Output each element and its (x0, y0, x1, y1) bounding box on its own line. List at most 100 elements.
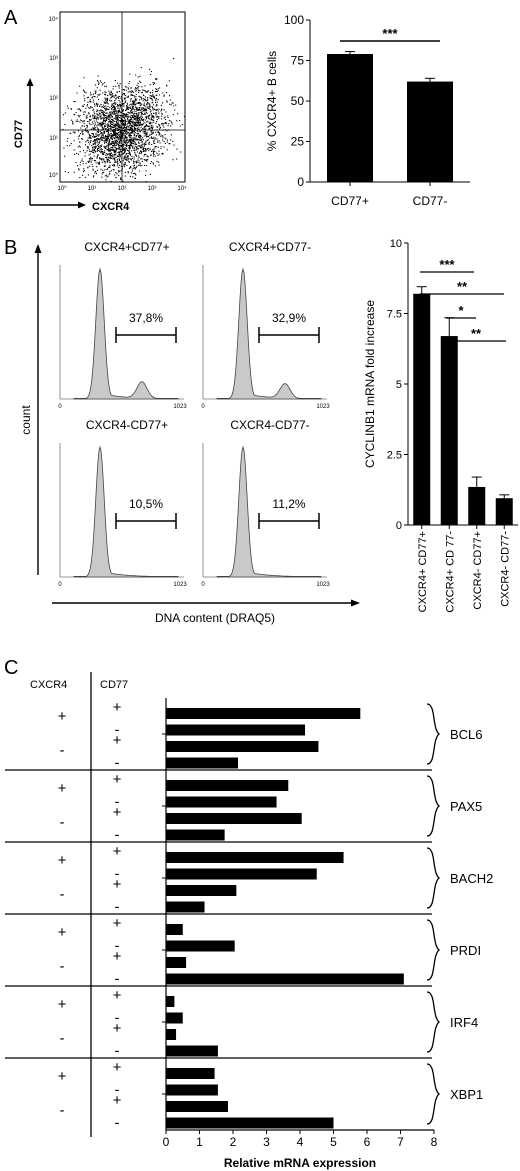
bar (166, 996, 175, 1007)
category-label: CXCR4+ CD 77- (444, 531, 456, 613)
cyclinb1-bar-chart: 0 2.5 5 7.5 10 CXCR4+ CD77+ CXCR4+ CD 77- CXCR4… (363, 238, 518, 613)
cd77-mark: + (113, 876, 122, 893)
bar (440, 336, 458, 525)
histogram-1: CXCR4+CD77+ 0 1023 37,8% (58, 240, 187, 410)
significance-label: ** (457, 279, 468, 294)
cxcr4-b-cells-bar-chart: 0 25 50 75 100 CD77+ CD77- % CXCR4+ B cells *** (265, 13, 470, 208)
cxcr4-axis-label: CXCR4 (92, 201, 130, 213)
histogram-max-label: 1023 (173, 404, 187, 410)
bar (166, 1012, 183, 1024)
x-tick-label: 8 (431, 1135, 438, 1149)
scatter-ytick: 10⁴ (49, 16, 59, 23)
cxcr4-mark: + (58, 852, 67, 869)
cd77-mark: - (115, 938, 120, 955)
cd77-mark: + (113, 804, 122, 821)
y-tick-label: 2.5 (387, 450, 402, 462)
cd77-mark: - (115, 866, 120, 883)
histogram-title: CXCR4-CD77+ (86, 418, 168, 432)
gene-group-bcl6: +-+-+-BCL6 (58, 699, 483, 772)
cd77-mark: + (113, 948, 122, 965)
cxcr4-mark: - (60, 886, 65, 903)
cd77-arrowhead (26, 78, 34, 86)
bar (166, 741, 319, 752)
histogram-2: CXCR4+CD77- 0 1023 32,9% (201, 240, 330, 410)
dna-arrowhead (351, 599, 360, 607)
histogram-max-label: 1023 (316, 404, 330, 410)
histogram-title: CXCR4+CD77- (229, 240, 311, 254)
histogram-4: CXCR4-CD77- 0 1023 11,2% (201, 418, 330, 588)
significance-label: * (458, 303, 464, 318)
cd77-mark: + (113, 699, 122, 716)
panel-letter-b: B (4, 237, 17, 259)
scatter-xtick: 10³ (148, 186, 157, 192)
cd77-mark: + (113, 915, 122, 932)
gene-group-irf4: +-+-+-IRF4 (5, 985, 478, 1060)
x-tick-label: 4 (297, 1135, 304, 1149)
cxcr4-mark: + (58, 1068, 67, 1085)
cd77-mark: - (115, 1043, 120, 1060)
scatter-frame (59, 11, 186, 183)
panel-letter-c: C (4, 657, 18, 679)
scatter-events (62, 58, 185, 182)
cxcr4-mark: - (60, 742, 65, 759)
y-tick-label: 75 (291, 54, 305, 68)
cd77-mark: - (115, 755, 120, 772)
gene-label: BCL6 (450, 727, 483, 742)
count-axis-label: count (19, 405, 33, 435)
histogram-peak (73, 267, 179, 400)
cd77-mark: + (113, 1020, 122, 1037)
category-label: CD77- (413, 194, 448, 208)
bar (166, 868, 317, 880)
y-tick-label: 0 (396, 520, 402, 532)
gene-label: XBP1 (450, 1087, 483, 1102)
x-axis-label: Relative mRNA expression (224, 1156, 376, 1170)
y-tick-label: 0 (297, 175, 304, 189)
cxcr4-mark: + (58, 708, 67, 725)
cd77-mark: - (115, 1010, 120, 1027)
x-tick-label: 3 (263, 1135, 270, 1149)
bar (166, 780, 289, 791)
bar (166, 1029, 177, 1040)
bar (166, 796, 277, 808)
scatter-dots (62, 58, 185, 182)
category-label: CXCR4- CD77- (499, 531, 511, 607)
cxcr4-mark: - (60, 1102, 65, 1119)
cd77-mark: - (115, 1115, 120, 1132)
histogram-max-label: 1023 (173, 582, 187, 588)
flow-scatter-plot: 10⁴ 10³ 10² 10¹ 10⁰ 10⁰ 10¹ 10² 10³ 10⁴ … (13, 11, 187, 213)
scatter-ytick: 10¹ (49, 136, 58, 142)
curly-brace (426, 703, 440, 765)
scatter-ytick: 10⁰ (49, 172, 59, 179)
cd77-mark: + (113, 843, 122, 860)
gate-percent: 32,9% (272, 311, 306, 325)
y-tick-label: 5 (396, 379, 402, 391)
curly-brace (426, 919, 440, 981)
bar (327, 54, 373, 182)
curly-brace (426, 1063, 440, 1125)
cxcr4-arrowhead (78, 201, 86, 209)
bar (166, 852, 344, 863)
bar (166, 973, 404, 985)
significance-label: ** (471, 326, 482, 341)
x-tick-label: 6 (364, 1135, 371, 1149)
gene-group-bach2: +-+-+-BACH2 (5, 841, 493, 916)
curly-brace (426, 775, 440, 837)
significance-label: *** (382, 26, 398, 41)
histogram-title: CXCR4-CD77- (230, 418, 309, 432)
histogram-min-label: 0 (201, 404, 205, 410)
cd77-mark: - (115, 722, 120, 739)
bar (166, 957, 187, 968)
gate-percent: 10,5% (129, 497, 163, 511)
dna-content-histograms: count DNA content (DRAQ5) CXCR4+CD77+ 0 10… (19, 240, 360, 625)
bar (166, 1045, 218, 1057)
column-header-cxcr4: CXCR4 (30, 679, 67, 691)
gene-label: PRDI (450, 943, 481, 958)
curly-brace (426, 847, 440, 909)
cd77-axis-label: CD77 (13, 120, 25, 148)
histogram-max-label: 1023 (316, 582, 330, 588)
gate-percent: 37,8% (129, 311, 163, 325)
scatter-xtick: 10² (118, 186, 127, 192)
gate-percent: 11,2% (272, 497, 305, 511)
cd77-mark: - (115, 971, 120, 988)
